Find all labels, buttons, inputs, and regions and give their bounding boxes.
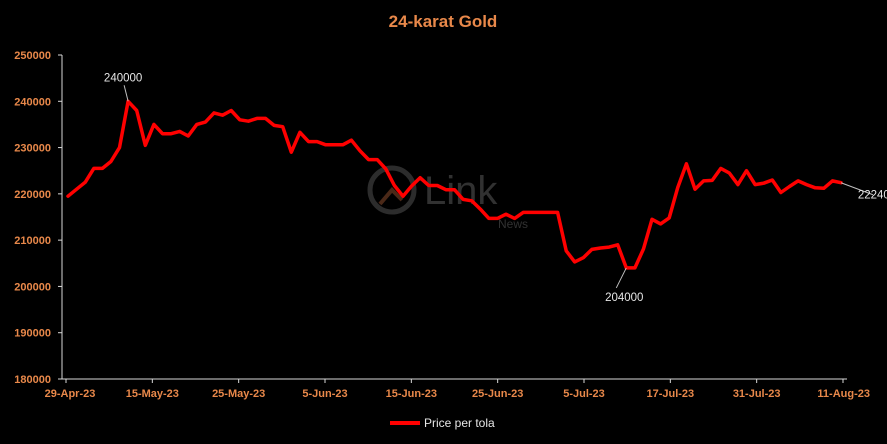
annotation-label: 204000 — [605, 292, 643, 304]
x-tick-label: 17-Jul-23 — [646, 388, 694, 400]
x-tick-label: 25-May-23 — [212, 388, 265, 400]
y-tick-label: 250000 — [14, 50, 51, 62]
watermark-text: Link — [424, 169, 498, 213]
y-tick-label: 240000 — [14, 96, 51, 108]
chart-title: 24-karat Gold — [389, 12, 498, 31]
data-annotations: 240000 204000 222400 — [104, 72, 887, 304]
y-tick-label: 230000 — [14, 143, 51, 155]
annotation-leader — [123, 85, 129, 102]
x-tick-label: 15-Jun-23 — [386, 388, 437, 400]
watermark-subtext: News — [498, 217, 528, 231]
y-tick-label: 210000 — [14, 235, 51, 247]
legend-label: Price per tola — [424, 416, 495, 430]
x-tick-label: 15-May-23 — [126, 388, 179, 400]
legend: Price per tola — [390, 416, 495, 430]
x-tick-label: 5-Jun-23 — [302, 388, 347, 400]
x-tick-label: 5-Jul-23 — [563, 388, 605, 400]
annotation-label: 240000 — [104, 72, 142, 84]
annotation-label: 222400 — [858, 190, 887, 202]
y-tick-label: 220000 — [14, 189, 51, 201]
watermark-logo: Link News — [367, 165, 528, 231]
x-tick-label: 29-Apr-23 — [45, 388, 96, 400]
y-tick-label: 180000 — [14, 374, 51, 386]
annotation-leader — [840, 182, 874, 196]
x-tick-label: 25-Jun-23 — [472, 388, 523, 400]
y-tick-label: 200000 — [14, 281, 51, 293]
series-line-price-per-tola — [66, 99, 843, 270]
annotation-leader — [615, 267, 627, 289]
x-axis-ticks: 29-Apr-23 15-May-23 25-May-23 5-Jun-23 15-Ju… — [45, 379, 870, 400]
y-tick-label: 190000 — [14, 328, 51, 340]
x-tick-label: 31-Jul-23 — [733, 388, 781, 400]
x-tick-label: 11-Aug-23 — [817, 388, 870, 400]
y-axis-ticks: 180000 190000 200000 210000 220000 230000 2400… — [14, 50, 62, 386]
